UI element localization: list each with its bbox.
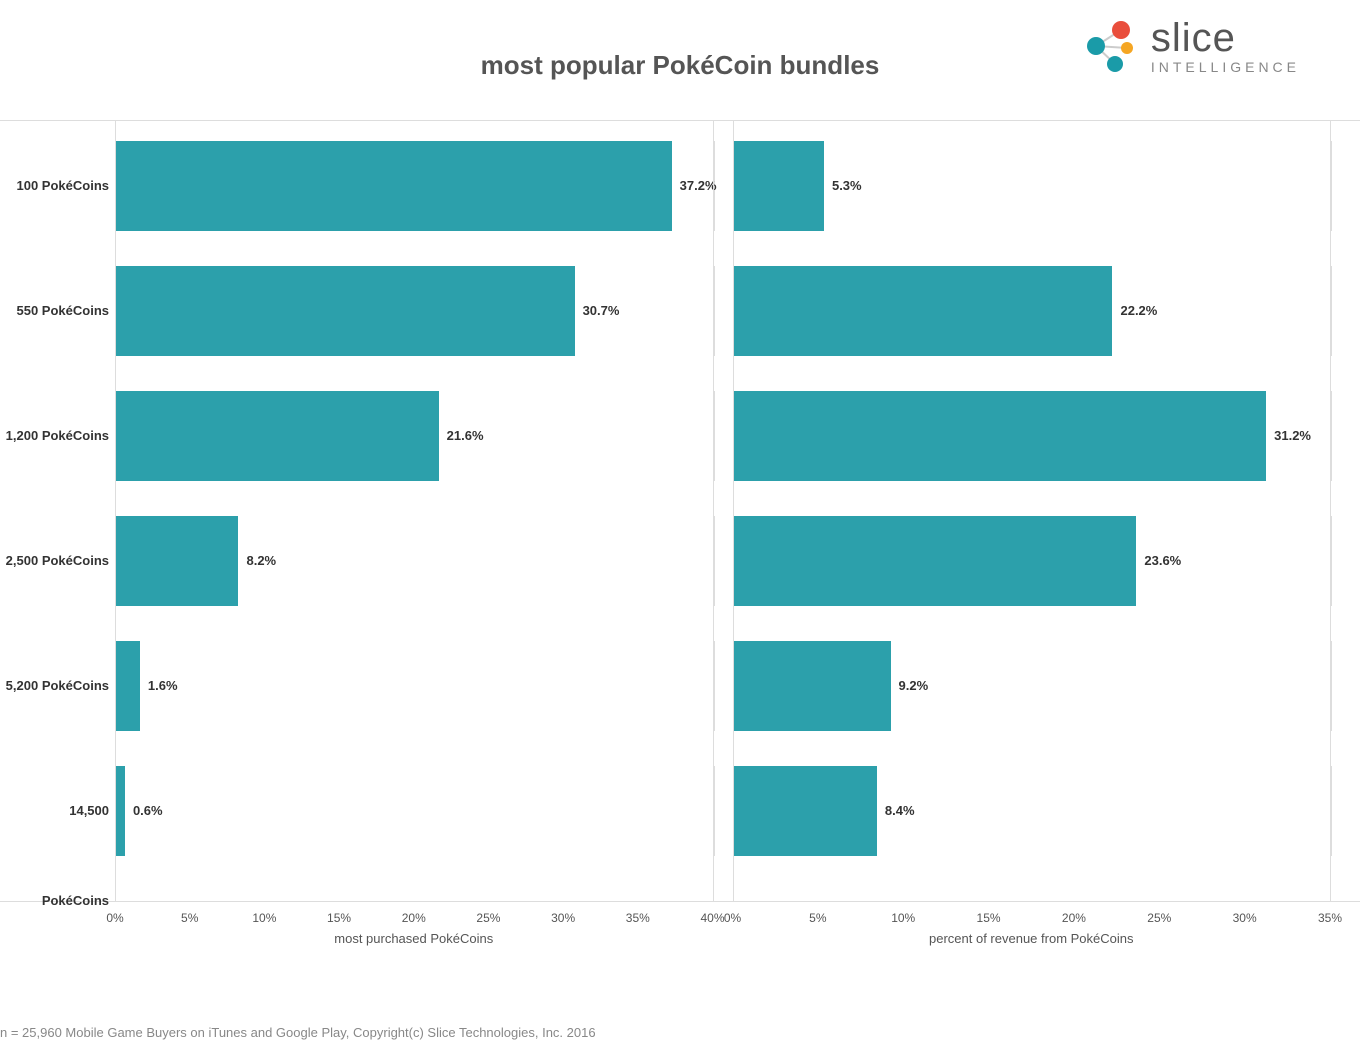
x-tick: 35%: [1318, 911, 1342, 925]
bar: [734, 641, 891, 731]
bar: [116, 391, 439, 481]
bar-value-label: 21.6%: [439, 391, 484, 481]
category-label: 2,500 PokéCoins: [0, 516, 115, 606]
left-panel-cell: 21.6%: [115, 391, 715, 481]
bar-value-label: 8.4%: [877, 766, 915, 856]
x-tick: 30%: [1233, 911, 1257, 925]
bar-value-label: 8.2%: [238, 516, 276, 606]
category-label: 14,500 PokéCoins: [0, 766, 115, 946]
x-tick: 40%: [700, 911, 724, 925]
right-panel-cell: 5.3%: [733, 141, 1333, 231]
footnote: n = 25,960 Mobile Game Buyers on iTunes …: [0, 1025, 596, 1040]
chart-row: 14,500 PokéCoins0.6%8.4%: [0, 766, 1360, 856]
bar-value-label: 1.6%: [140, 641, 178, 731]
right-panel-cell: 9.2%: [733, 641, 1333, 731]
category-label: 550 PokéCoins: [0, 266, 115, 356]
left-panel-cell: 37.2%: [115, 141, 715, 231]
chart-row: 550 PokéCoins 30.7% 22.2%: [0, 266, 1360, 356]
bar-value-label: 31.2%: [1266, 391, 1311, 481]
header: most popular PokéCoin bundles slice INTE…: [0, 0, 1360, 120]
chart-row: 5,200 PokéCoins 1.6% 9.2%: [0, 641, 1360, 731]
logo-dots-icon: [1081, 18, 1141, 74]
category-label: 100 PokéCoins: [0, 141, 115, 231]
bar: [116, 766, 125, 856]
x-tick: 15%: [977, 911, 1001, 925]
chart-row: 2,500 PokéCoins 8.2% 23.6%: [0, 516, 1360, 606]
bar: [734, 266, 1113, 356]
left-panel-cell: 1.6%: [115, 641, 715, 731]
chart-row: 1,200 PokéCoins 21.6% 31.2%: [0, 391, 1360, 481]
x-tick: 20%: [1062, 911, 1086, 925]
x-tick: 10%: [891, 911, 915, 925]
panel-border: [713, 121, 714, 901]
bar-value-label: 30.7%: [575, 266, 620, 356]
logo-main-text: slice: [1151, 18, 1300, 58]
x-tick: 10%: [252, 911, 276, 925]
bar: [116, 266, 575, 356]
x-tick: 0%: [724, 911, 741, 925]
x-tick: 5%: [809, 911, 826, 925]
bar: [734, 516, 1137, 606]
bar: [116, 141, 672, 231]
x-tick: 5%: [181, 911, 198, 925]
bar-value-label: 9.2%: [891, 641, 929, 731]
x-tick: 20%: [402, 911, 426, 925]
bar-value-label: 23.6%: [1136, 516, 1181, 606]
left-panel-cell: 8.2%: [115, 516, 715, 606]
left-panel-cell: 30.7%: [115, 266, 715, 356]
left-panel-cell: 0.6%: [115, 766, 715, 856]
logo-sub-text: INTELLIGENCE: [1151, 60, 1300, 74]
x-tick: 25%: [476, 911, 500, 925]
chart-row: 100 PokéCoins 37.2% 5.3%: [0, 141, 1360, 231]
x-tick: 15%: [327, 911, 351, 925]
right-panel-cell: 8.4%: [733, 766, 1333, 856]
category-label: 5,200 PokéCoins: [0, 641, 115, 731]
bar-value-label: 5.3%: [824, 141, 862, 231]
right-panel-cell: 23.6%: [733, 516, 1333, 606]
panel-border: [115, 121, 116, 901]
bar-value-label: 0.6%: [125, 766, 163, 856]
chart-area: 100 PokéCoins 37.2% 5.3% 550 PokéCoins 30.7%…: [0, 120, 1360, 971]
bar: [116, 641, 140, 731]
x-tick: 25%: [1147, 911, 1171, 925]
bar-value-label: 37.2%: [672, 141, 717, 231]
bar: [116, 516, 238, 606]
bar-value-label: 22.2%: [1112, 266, 1157, 356]
x-axis-line: [0, 901, 1360, 902]
right-panel-cell: 22.2%: [733, 266, 1333, 356]
bar: [734, 391, 1267, 481]
bar: [734, 766, 877, 856]
x-axis-label: most purchased PokéCoins: [334, 931, 493, 946]
right-panel-cell: 31.2%: [733, 391, 1333, 481]
x-axis-label: percent of revenue from PokéCoins: [929, 931, 1134, 946]
panel-border: [733, 121, 734, 901]
category-label: 1,200 PokéCoins: [0, 391, 115, 481]
x-tick: 35%: [626, 911, 650, 925]
slice-logo: slice INTELLIGENCE: [1081, 18, 1300, 74]
bar: [734, 141, 824, 231]
x-tick: 30%: [551, 911, 575, 925]
panel-border: [1330, 121, 1331, 901]
x-tick: 0%: [106, 911, 123, 925]
